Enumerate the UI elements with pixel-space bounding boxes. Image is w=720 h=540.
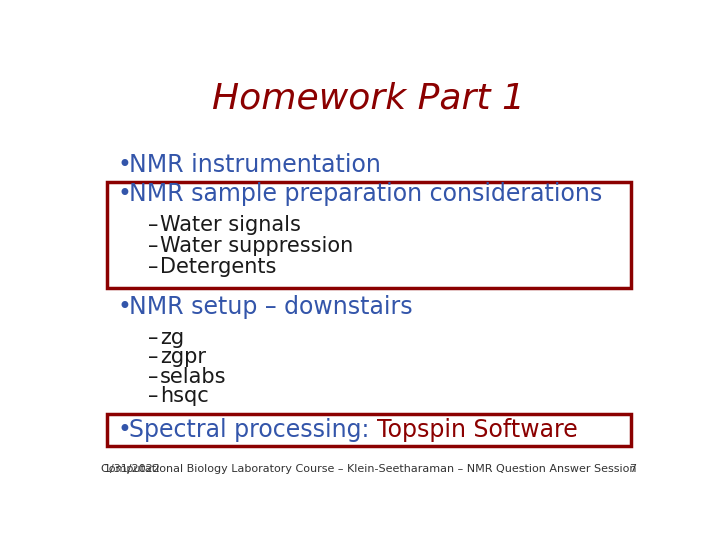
Text: •: •: [117, 182, 131, 206]
Text: –: –: [148, 328, 158, 348]
Text: Detergents: Detergents: [160, 256, 276, 276]
Text: 1/31/2022: 1/31/2022: [104, 464, 161, 475]
Text: hsqc: hsqc: [160, 386, 209, 406]
Text: Water suppression: Water suppression: [160, 236, 353, 256]
Text: zg: zg: [160, 328, 184, 348]
Text: Computational Biology Laboratory Course – Klein-Seetharaman – NMR Question Answe: Computational Biology Laboratory Course …: [102, 464, 636, 475]
Text: selabs: selabs: [160, 367, 226, 387]
Text: Homework Part 1: Homework Part 1: [212, 82, 526, 116]
Text: NMR sample preparation considerations: NMR sample preparation considerations: [129, 182, 602, 206]
Text: •: •: [117, 418, 131, 442]
Text: •: •: [117, 153, 131, 177]
Text: Topspin Software: Topspin Software: [377, 418, 577, 442]
Text: NMR instrumentation: NMR instrumentation: [129, 153, 381, 177]
Text: NMR setup – downstairs: NMR setup – downstairs: [129, 295, 413, 319]
Text: –: –: [148, 367, 158, 387]
Text: –: –: [148, 347, 158, 367]
Bar: [107, 182, 631, 288]
Text: Spectral processing:: Spectral processing:: [129, 418, 377, 442]
Text: Water signals: Water signals: [160, 215, 301, 235]
Text: –: –: [148, 256, 158, 276]
Bar: [107, 414, 631, 446]
Text: –: –: [148, 386, 158, 406]
Text: •: •: [117, 295, 131, 319]
Text: zgpr: zgpr: [160, 347, 206, 367]
Text: 7: 7: [629, 464, 636, 475]
Text: –: –: [148, 236, 158, 256]
Text: –: –: [148, 215, 158, 235]
